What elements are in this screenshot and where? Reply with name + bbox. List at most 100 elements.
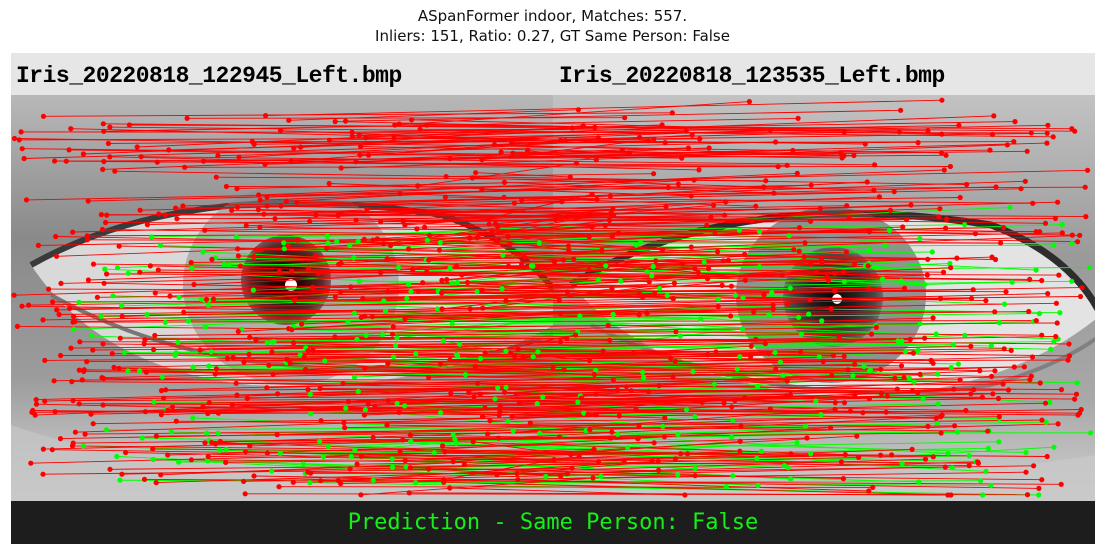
- outlier-match-line: [441, 288, 613, 310]
- outlier-keypoint: [592, 124, 598, 130]
- outlier-keypoint: [722, 212, 728, 218]
- inlier-keypoint: [176, 459, 182, 465]
- outlier-keypoint: [688, 193, 694, 199]
- inlier-keypoint: [206, 363, 212, 369]
- outlier-match-line: [14, 138, 942, 154]
- inlier-keypoint: [379, 332, 386, 338]
- outlier-keypoint: [909, 388, 916, 394]
- outlier-keypoint: [385, 361, 391, 367]
- inlier-keypoint: [966, 453, 972, 459]
- inlier-keypoint: [495, 385, 501, 391]
- outlier-keypoint: [269, 349, 275, 355]
- outlier-keypoint: [558, 137, 564, 143]
- outlier-keypoint: [357, 152, 363, 158]
- outlier-keypoint: [1085, 167, 1091, 173]
- inlier-keypoint: [390, 464, 396, 470]
- outlier-keypoint: [589, 224, 595, 230]
- inlier-keypoint: [692, 414, 698, 420]
- outlier-keypoint: [964, 181, 970, 188]
- outlier-keypoint: [307, 470, 314, 476]
- outlier-keypoint: [922, 456, 929, 462]
- inlier-keypoint: [758, 448, 765, 454]
- outlier-keypoint: [591, 446, 597, 452]
- outlier-keypoint: [407, 465, 413, 471]
- outlier-keypoint: [841, 353, 847, 359]
- outlier-match-line: [266, 368, 881, 389]
- inlier-keypoint: [503, 348, 509, 354]
- inlier-keypoint: [190, 364, 196, 370]
- outlier-keypoint: [742, 395, 748, 401]
- outlier-keypoint: [680, 261, 686, 267]
- outlier-keypoint: [257, 197, 263, 203]
- outlier-keypoint: [35, 242, 41, 248]
- inlier-keypoint: [757, 264, 763, 270]
- outlier-keypoint: [817, 206, 823, 212]
- outlier-keypoint: [410, 267, 416, 273]
- outlier-keypoint: [264, 450, 270, 456]
- inlier-keypoint: [355, 238, 361, 244]
- outlier-keypoint: [68, 126, 74, 132]
- inlier-keypoint: [867, 367, 874, 373]
- outlier-match-line: [288, 109, 579, 121]
- outlier-keypoint: [158, 472, 164, 478]
- outlier-keypoint: [566, 247, 572, 253]
- outlier-keypoint: [123, 449, 129, 456]
- outlier-keypoint: [587, 427, 593, 433]
- outlier-match-line: [266, 172, 798, 198]
- outlier-keypoint: [52, 409, 58, 415]
- inlier-keypoint: [190, 415, 196, 421]
- inlier-keypoint: [715, 296, 721, 302]
- outlier-match-line: [411, 119, 993, 135]
- outlier-keypoint: [939, 131, 945, 137]
- outlier-match-line: [144, 339, 610, 345]
- outlier-match-line: [288, 226, 593, 247]
- outlier-keypoint: [495, 224, 501, 230]
- outlier-keypoint: [326, 180, 332, 187]
- outlier-keypoint: [847, 408, 854, 414]
- outlier-keypoint: [587, 358, 593, 364]
- outlier-keypoint: [501, 179, 508, 185]
- outlier-keypoint: [715, 303, 721, 309]
- outlier-keypoint: [358, 143, 364, 150]
- outlier-keypoint: [551, 457, 557, 463]
- outlier-keypoint: [979, 394, 986, 400]
- outlier-match-line: [519, 402, 966, 411]
- outlier-keypoint: [11, 292, 17, 298]
- outlier-match-line: [464, 448, 913, 465]
- outlier-keypoint: [515, 346, 521, 352]
- outlier-match-line: [352, 124, 959, 137]
- inlier-keypoint: [264, 340, 270, 346]
- outlier-keypoint: [215, 410, 221, 416]
- outlier-keypoint: [479, 287, 485, 293]
- outlier-keypoint: [266, 362, 272, 368]
- outlier-match-line: [267, 452, 681, 455]
- outlier-keypoint: [633, 406, 639, 412]
- inlier-keypoint: [899, 461, 905, 467]
- inlier-keypoint: [736, 227, 743, 233]
- inlier-keypoint: [408, 288, 414, 295]
- inlier-keypoint: [618, 278, 624, 284]
- outlier-keypoint: [57, 436, 64, 442]
- outlier-keypoint: [389, 331, 396, 337]
- outlier-keypoint: [242, 491, 248, 497]
- inlier-keypoint: [916, 479, 922, 485]
- outlier-keypoint: [494, 238, 500, 244]
- inlier-keypoint: [362, 407, 368, 413]
- outlier-keypoint: [761, 292, 767, 298]
- inlier-keypoint: [911, 379, 917, 385]
- inlier-keypoint: [788, 476, 794, 482]
- outlier-keypoint: [424, 269, 430, 275]
- inlier-keypoint: [233, 234, 240, 240]
- outlier-match-line: [182, 186, 997, 207]
- inlier-keypoint: [347, 242, 353, 248]
- inlier-keypoint: [370, 477, 376, 483]
- outlier-keypoint: [1066, 341, 1072, 347]
- outlier-match-line: [158, 213, 614, 217]
- outlier-match-line: [426, 124, 1075, 132]
- outlier-keypoint: [305, 266, 312, 272]
- outlier-keypoint: [556, 297, 562, 303]
- outlier-keypoint: [264, 203, 270, 209]
- outlier-keypoint: [892, 375, 898, 381]
- outlier-keypoint: [101, 128, 107, 134]
- outlier-keypoint: [51, 378, 57, 384]
